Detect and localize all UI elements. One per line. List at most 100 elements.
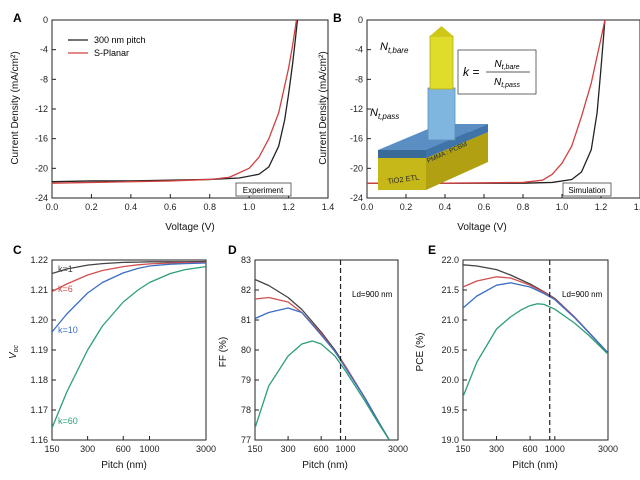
panel-b-ytick-label: -16 <box>350 134 363 144</box>
panel-c-ylabel: Voc <box>8 344 20 359</box>
panel-b-series-line-1 <box>367 20 606 184</box>
panel-a-xtick-label: 0.0 <box>46 202 59 212</box>
panel-d-plot: 150 300 600 1000 3000 77 78 79 80 81 82 83 <box>241 255 408 454</box>
panel-a-xtick-label: 0.6 <box>164 202 177 212</box>
panel-d-ytick-label: 77 <box>241 435 251 445</box>
pmma-side-edge <box>426 124 488 158</box>
panel-b-xtick-label: 0.2 <box>400 202 413 212</box>
panel-b-xtick-label: 0.0 <box>361 202 374 212</box>
panel-e-pce-pitch: 150 300 600 1000 3000 19.0 19.5 20.0 20.5 21.0 21.… <box>415 255 618 471</box>
panel-d-ytick-label: 81 <box>241 315 251 325</box>
pillar-bare-segment <box>429 35 454 90</box>
panel-e-ytick-label: 20.0 <box>441 375 459 385</box>
panel-c-xtick-label: 150 <box>44 444 59 454</box>
legend-label-300nm: 300 nm pitch <box>94 35 146 45</box>
panel-c-xtick-label: 3000 <box>196 444 216 454</box>
panel-d-xtick-label: 1000 <box>336 444 356 454</box>
panel-e-ytick-label: 19.0 <box>441 435 459 445</box>
panel-b-xtick-label: 0.8 <box>517 202 530 212</box>
panel-label-e: E <box>428 243 436 257</box>
panel-d-xtick-label: 600 <box>314 444 329 454</box>
panel-e-xtick-label: 300 <box>489 444 504 454</box>
series-label-k10: k=10 <box>58 325 78 335</box>
panel-e-xtick-label: 1000 <box>545 444 565 454</box>
panel-b-annotation: Simulation <box>562 182 612 197</box>
panel-e-ytick-label: 19.5 <box>441 405 459 415</box>
panel-d-xtick-label: 300 <box>281 444 296 454</box>
panel-c-ytick-label: 1.22 <box>30 255 48 265</box>
panel-d-xtick-label: 150 <box>247 444 262 454</box>
panel-e-plot: 150 300 600 1000 3000 19.0 19.5 20.0 20.5 21.0 21.… <box>441 255 618 454</box>
panel-d-series-line-1 <box>255 296 390 440</box>
etl-side-face <box>426 132 488 190</box>
panel-label-d: D <box>228 243 237 257</box>
panel-c-xtick-label: 300 <box>80 444 95 454</box>
pillar-tip <box>430 26 453 36</box>
panel-a-xtick-label: 0.2 <box>85 202 98 212</box>
panel-a-ytick-label: -20 <box>35 163 48 173</box>
panel-d-series-line-0 <box>255 278 390 440</box>
panel-d-ytick-label: 78 <box>241 405 251 415</box>
panel-b-xlabel: Voltage (V) <box>457 222 506 233</box>
panel-e-series-line-0 <box>463 264 608 354</box>
panel-a-xtick-label: 1.4 <box>322 202 335 212</box>
panel-c-ytick-label: 1.17 <box>30 405 48 415</box>
panel-c-plot: 150 300 600 1000 3000 1.16 1.17 1.18 1.19 1.20 1.2… <box>30 255 216 454</box>
legend-label-splanar: S-Planar <box>94 48 129 58</box>
panel-a-ytick-label: -16 <box>35 134 48 144</box>
panel-e-xtick-label: 600 <box>523 444 538 454</box>
panel-a-xtick-label: 1.0 <box>243 202 256 212</box>
panel-e-series-line-3 <box>463 303 608 398</box>
panel-e-series-line-1 <box>463 276 608 354</box>
panel-a-xlabel: Voltage (V) <box>165 222 214 233</box>
panel-a-xtick-label: 0.8 <box>203 202 216 212</box>
panel-a-ytick-label: -24 <box>35 193 48 203</box>
panel-b-ytick-label: 0 <box>358 15 363 25</box>
panel-c-series-line-3 <box>52 265 206 429</box>
panel-d-ff-pitch: 150 300 600 1000 3000 77 78 79 80 81 82 83 Pitch (n… <box>218 255 408 471</box>
panel-c-series-line-1 <box>52 261 206 293</box>
panel-d-xtick-label: 3000 <box>388 444 408 454</box>
panel-e-ylabel: PCE (%) <box>415 333 426 372</box>
panel-label-a: A <box>13 11 22 25</box>
panel-e-ytick-label: 20.5 <box>441 345 459 355</box>
panel-d-xlabel: Pitch (nm) <box>302 460 348 471</box>
panel-c-ytick-label: 1.16 <box>30 435 48 445</box>
panel-a-legend: 300 nm pitch S-Planar <box>68 35 146 58</box>
panel-a-xtick-label: 0.4 <box>125 202 138 212</box>
panel-a-series-line-0 <box>52 20 299 183</box>
panel-a-ylabel: Current Density (mA/cm²) <box>10 51 21 164</box>
k-formula-box: k = Nt,bare Nt,pass <box>457 49 537 95</box>
etl-label: TiO2 ETL <box>387 173 420 186</box>
panel-e-xlabel: Pitch (nm) <box>512 460 558 471</box>
experiment-label: Experiment <box>243 186 284 195</box>
panel-e-series-line-2 <box>463 282 608 354</box>
panel-a-plot: 0.0 0.2 0.4 0.6 0.8 1.0 1.2 1.4 -24 -20 -16 -12 -8 -4… <box>35 15 334 212</box>
panel-b-xtick-label: 0.6 <box>478 202 491 212</box>
panel-b-ytick-label: -12 <box>350 104 363 114</box>
panel-b-plot: 0.0 0.2 0.4 0.6 0.8 1.0 1.2 1.4 -24 -20 -16 -12 -8 -4… <box>350 15 640 212</box>
panel-c-series-line-2 <box>52 262 206 333</box>
panel-c-xtick-label: 600 <box>116 444 131 454</box>
panel-label-c: C <box>13 243 22 257</box>
panel-c-ytick-label: 1.18 <box>30 375 48 385</box>
panel-b-ytick-label: -24 <box>350 193 363 203</box>
panel-d-ytick-label: 80 <box>241 345 251 355</box>
panel-a-ytick-label: -8 <box>40 74 48 84</box>
panel-c-voc-pitch: 150 300 600 1000 3000 1.16 1.17 1.18 1.19 1.20 1.2… <box>8 255 216 471</box>
panel-b-xtick-label: 0.4 <box>439 202 452 212</box>
panel-d-ylabel: FF (%) <box>218 337 229 368</box>
panel-c-xtick-label: 1000 <box>140 444 160 454</box>
panel-a-ytick-label: 0 <box>43 15 48 25</box>
panel-d-ytick-label: 83 <box>241 255 251 265</box>
panel-e-xtick-label: 3000 <box>598 444 618 454</box>
panel-b-ylabel: Current Density (mA/cm²) <box>318 51 329 164</box>
svg-text:k =: k = <box>463 65 479 79</box>
series-label-k60: k=60 <box>58 416 78 426</box>
nt-pass-label: Nt,pass <box>370 107 399 121</box>
panel-d-series-line-3 <box>255 340 390 440</box>
panel-e-vline-label: Ld=900 nm <box>562 290 603 299</box>
panel-a-ytick-label: -4 <box>40 45 48 55</box>
pmma-front-edge <box>378 150 426 158</box>
